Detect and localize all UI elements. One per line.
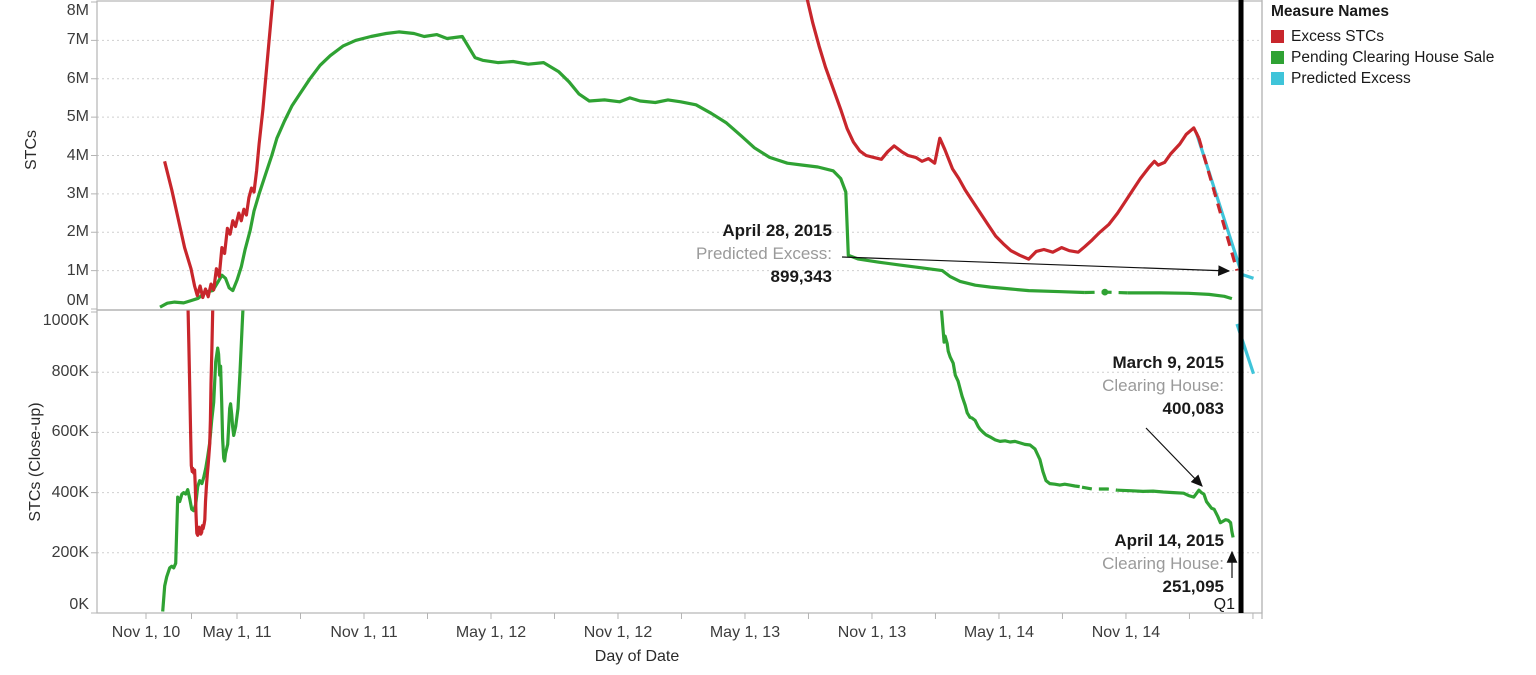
y-tick-label: 1M bbox=[66, 261, 89, 279]
legend: Measure Names Excess STCs Pending Cleari… bbox=[1271, 3, 1494, 89]
y-tick-label: 1000K bbox=[42, 312, 89, 329]
y-tick-label: 200K bbox=[51, 543, 89, 561]
annotation-label: Clearing House: bbox=[1102, 554, 1224, 573]
y-tick-label: 8M bbox=[66, 2, 89, 19]
annotation-date: April 14, 2015 bbox=[1114, 531, 1224, 550]
x-tick-label: Nov 1, 13 bbox=[837, 624, 907, 641]
y-tick-label: 800K bbox=[51, 363, 89, 381]
annotation-clearing-house-march: March 9, 2015 Clearing House: 400,083 bbox=[964, 351, 1224, 420]
x-tick-label: Nov 1, 10 bbox=[111, 624, 181, 641]
legend-swatch-cyan bbox=[1271, 72, 1284, 85]
y-tick-label: 2M bbox=[66, 223, 89, 241]
y-axis-title-stcs: STCs bbox=[23, 130, 40, 170]
annotation-clearing-house-april: April 14, 2015 Clearing House: 251,095 bbox=[964, 529, 1224, 598]
legend-item-label: Pending Clearing House Sale bbox=[1291, 48, 1495, 66]
y-tick-label: 0M bbox=[66, 292, 89, 309]
x-tick-label: Nov 1, 12 bbox=[583, 624, 653, 641]
x-tick-label: May 1, 12 bbox=[455, 624, 527, 641]
series-line-pending-clearing-house-sale bbox=[1117, 488, 1235, 538]
y-axis-title-stcs-closeup: STCs (Close-up) bbox=[27, 402, 44, 522]
series-line-pending-clearing-house-sale bbox=[1081, 485, 1118, 492]
y-tick-label: 4M bbox=[66, 146, 89, 164]
annotation-label: Predicted Excess: bbox=[695, 244, 832, 263]
series-line-pending-clearing-house-sale bbox=[1127, 291, 1233, 301]
annotation-date: April 28, 2015 bbox=[722, 221, 832, 240]
legend-item-excess-stcs[interactable]: Excess STCs bbox=[1271, 26, 1494, 47]
legend-item-pending-clearing-house-sale[interactable]: Pending Clearing House Sale bbox=[1271, 47, 1494, 68]
annotation-arrow bbox=[1145, 427, 1203, 487]
legend-item-predicted-excess[interactable]: Predicted Excess bbox=[1271, 68, 1494, 89]
plot-border bbox=[96, 0, 1263, 614]
series-line-excess-stcs bbox=[163, 0, 275, 300]
y-tick-label: 7M bbox=[66, 31, 89, 49]
annotation-predicted-excess: April 28, 2015 Predicted Excess: 899,343 bbox=[572, 219, 832, 288]
annotation-arrow bbox=[841, 256, 1231, 277]
legend-item-label: Excess STCs bbox=[1291, 27, 1385, 45]
x-tick-label: May 1, 11 bbox=[202, 624, 272, 641]
x-tick-label: May 1, 14 bbox=[963, 624, 1035, 641]
annotation-label: Clearing House: bbox=[1102, 376, 1224, 395]
legend-item-label: Predicted Excess bbox=[1291, 69, 1411, 87]
legend-swatch-red bbox=[1271, 30, 1284, 43]
series-line-excess-stcs bbox=[1197, 137, 1239, 272]
legend-title: Measure Names bbox=[1271, 3, 1390, 20]
series-line-excess-stcs bbox=[805, 0, 1201, 261]
y-tick-label: 0K bbox=[69, 596, 89, 613]
series-line-pending-clearing-house-sale bbox=[939, 310, 1080, 489]
annotation-date: March 9, 2015 bbox=[1112, 353, 1224, 372]
series-line-excess-stcs bbox=[186, 310, 215, 537]
x-axis-title: Day of Date bbox=[594, 648, 680, 665]
legend-swatch-green bbox=[1271, 51, 1284, 64]
x-tick-label: May 1, 13 bbox=[709, 624, 781, 641]
annotation-value: 251,095 bbox=[1162, 577, 1224, 596]
x-tick-label: Nov 1, 14 bbox=[1091, 624, 1161, 641]
y-tick-label: 5M bbox=[66, 108, 89, 126]
y-tick-label: 6M bbox=[66, 69, 89, 87]
y-tick-label: 400K bbox=[51, 483, 89, 501]
y-tick-label: 600K bbox=[51, 423, 89, 441]
annotation-value: 899,343 bbox=[770, 267, 832, 286]
y-tick-label: 3M bbox=[66, 184, 89, 202]
x-tick-label: Nov 1, 11 bbox=[330, 624, 398, 641]
annotation-value: 400,083 bbox=[1162, 399, 1224, 418]
series-line-pending-clearing-house-sale bbox=[159, 30, 1085, 309]
series-marker bbox=[1101, 288, 1109, 296]
series-line-pending-clearing-house-sale bbox=[161, 310, 245, 612]
reference-line-label: Q1 bbox=[1213, 596, 1235, 613]
